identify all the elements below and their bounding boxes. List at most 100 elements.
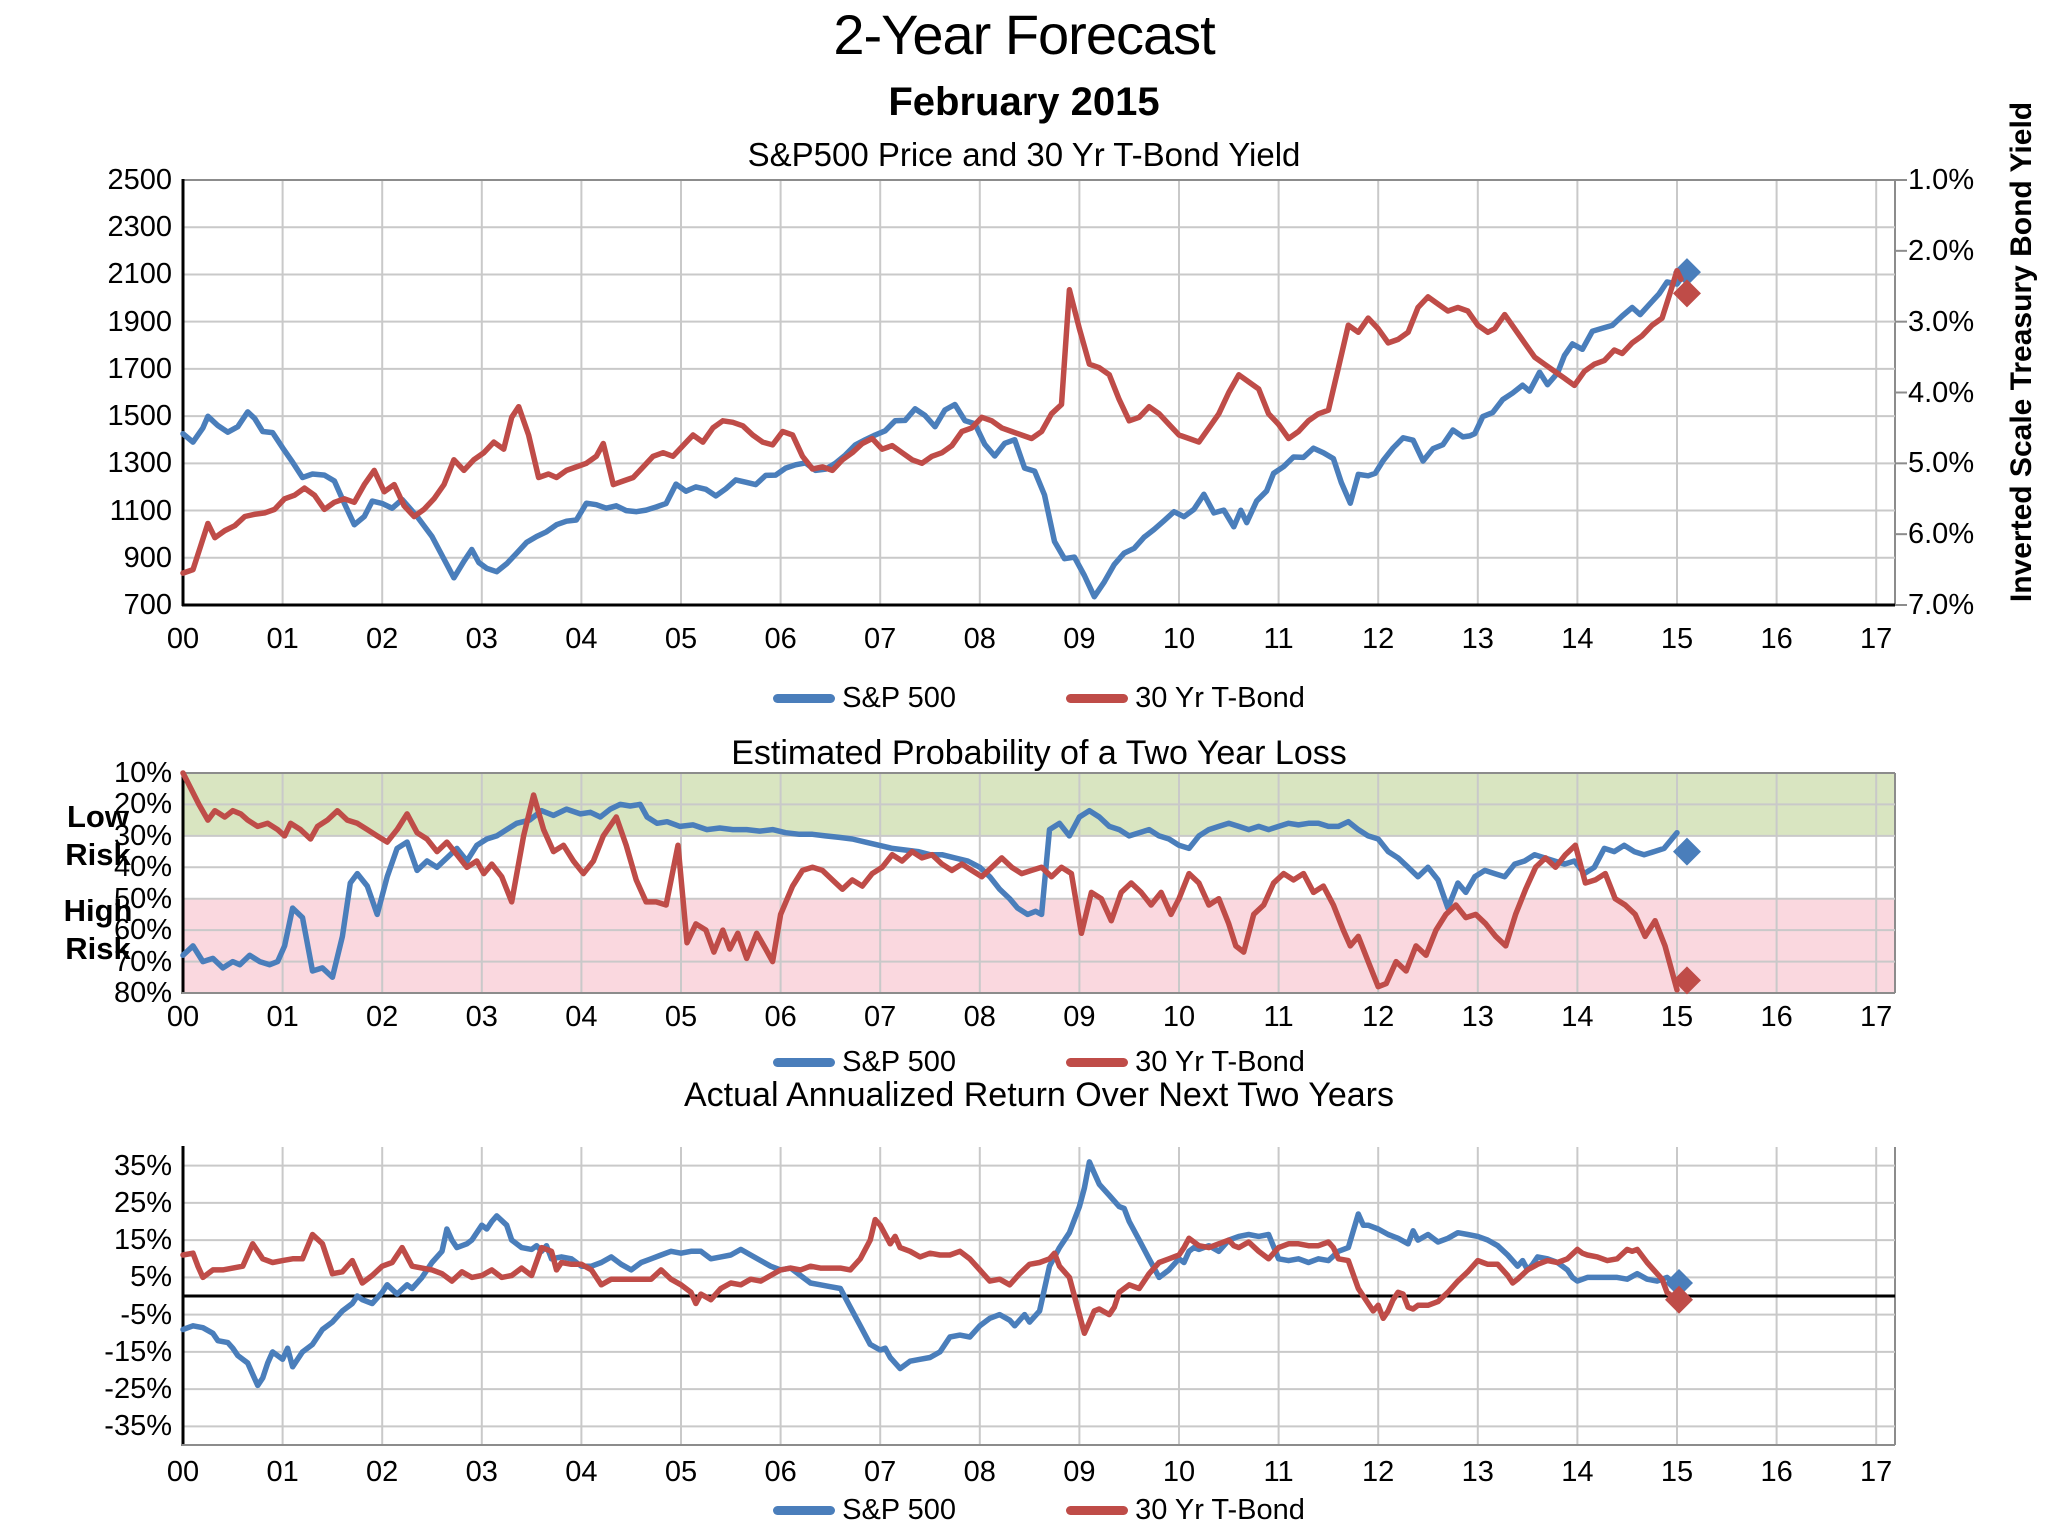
x-axis-tick-label: 14	[1561, 1456, 1594, 1488]
legend-item-tbond: 30 Yr T-Bond	[1066, 1494, 1305, 1527]
series-line-tbond	[180, 1216, 1677, 1337]
x-axis-tick-label: 16	[1760, 1001, 1793, 1033]
tbond-line-swatch-icon	[1066, 694, 1129, 703]
tbond-legend-label: 30 Yr T-Bond	[1135, 1046, 1305, 1078]
x-axis-tick-label: 17	[1860, 623, 1893, 655]
y-axis-tick-label: 700	[123, 589, 172, 621]
page-title: 2-Year Forecast	[833, 3, 1215, 66]
chart-group-sp500-price-and-30yr-tbond-yield	[180, 179, 1907, 607]
x-axis-tick-label: 16	[1760, 1456, 1793, 1488]
x-axis-tick-label: 06	[764, 1456, 797, 1488]
forecast-end-marker	[1664, 1285, 1693, 1314]
right-axis-tick-label: 1.0%	[1908, 164, 1975, 196]
x-axis-tick-label: 17	[1860, 1456, 1893, 1488]
x-axis-tick-label: 12	[1362, 623, 1395, 655]
x-axis-tick-label: 07	[864, 623, 897, 655]
y-axis-tick-label: 20%	[113, 788, 172, 821]
y-axis-tick-label: 70%	[113, 945, 172, 978]
y-axis-tick-label: 60%	[113, 914, 172, 947]
sp500-line-swatch-icon	[773, 1058, 836, 1067]
y-axis-tick-label: 15%	[113, 1224, 172, 1257]
series-line-tbond	[180, 267, 1684, 576]
chart2-title: Estimated Probability of a Two Year Loss	[731, 734, 1347, 772]
high-risk-label-line2: Risk	[65, 931, 131, 966]
low-risk-label-line1: Low	[67, 799, 129, 834]
legend-item-sp500: S&P 500	[773, 1494, 956, 1527]
right-axis-tick-label: 7.0%	[1908, 589, 1975, 621]
y-axis-tick-label: 2500	[107, 164, 172, 196]
y-axis-tick-label: 1300	[107, 447, 172, 480]
x-axis-tick-label: 04	[565, 1456, 598, 1488]
forecast-end-marker	[1664, 1268, 1693, 1297]
x-axis-tick-label: 03	[465, 1001, 498, 1033]
y-axis-tick-label: 30%	[113, 819, 172, 852]
high-risk-label-line1: High	[63, 893, 133, 928]
y-axis-tick-label: 2100	[107, 258, 172, 291]
x-axis-tick-label: 03	[465, 1456, 498, 1488]
right-axis-tick-label: 3.0%	[1908, 305, 1975, 338]
y-axis-tick-label: 10%	[113, 757, 172, 789]
x-axis-tick-label: 09	[1063, 1001, 1096, 1033]
sp500-legend-label: S&P 500	[842, 1046, 957, 1078]
forecast-end-marker	[1672, 279, 1701, 308]
x-axis-tick-label: 01	[266, 1001, 299, 1033]
x-axis-tick-label: 06	[764, 623, 797, 655]
x-axis-tick-label: 13	[1461, 1001, 1494, 1033]
legend-item-tbond: 30 Yr T-Bond	[1066, 682, 1305, 715]
x-axis-tick-label: 11	[1263, 1001, 1294, 1033]
tbond-legend-label: 30 Yr T-Bond	[1135, 1494, 1305, 1526]
y-axis-tick-label: -15%	[104, 1335, 172, 1368]
x-axis-tick-label: 05	[664, 623, 698, 655]
chart3-legend: S&P 500 30 Yr T-Bond	[183, 1494, 1895, 1527]
x-axis-tick-label: 13	[1461, 1456, 1494, 1488]
x-axis-tick-label: 05	[664, 1456, 698, 1488]
chart3-title: Actual Annualized Return Over Next Two Y…	[684, 1076, 1394, 1114]
sp500-line-swatch-icon	[773, 694, 836, 703]
x-axis-tick-label: 07	[864, 1456, 897, 1488]
x-axis-tick-label: 01	[266, 1456, 299, 1488]
x-axis-tick-label: 16	[1760, 623, 1793, 655]
x-axis-tick-label: 13	[1461, 623, 1494, 655]
y-axis-tick-label: 1100	[109, 494, 172, 527]
high-risk-label: High Risk	[26, 892, 170, 968]
series-line-tbond	[180, 770, 1680, 993]
y-axis-tick-label: 50%	[113, 882, 172, 915]
x-axis-tick-label: 00	[166, 623, 200, 655]
y-axis-tick-label: -5%	[120, 1298, 172, 1331]
right-axis-tick-label: 5.0%	[1908, 447, 1975, 480]
chart-group-actual-annualized-return-over-next-two-years	[180, 1146, 1896, 1446]
right-axis-tick-label: 2.0%	[1908, 234, 1975, 267]
y-axis-tick-label: 80%	[113, 977, 172, 1009]
y-axis-tick-label: 1900	[107, 305, 172, 338]
x-axis-tick-label: 12	[1362, 1001, 1395, 1033]
legend-item-sp500: S&P 500	[773, 1046, 956, 1079]
series-line-sp500	[180, 801, 1680, 981]
y-axis-tick-label: 2300	[107, 211, 172, 244]
right-axis-tick-label: 4.0%	[1908, 376, 1975, 409]
low-risk-label: Low Risk	[26, 798, 170, 874]
x-axis-tick-label: 00	[166, 1456, 200, 1488]
x-axis-tick-label: 00	[166, 1001, 200, 1033]
chart-group-estimated-probability-of-two-year-loss	[180, 770, 1896, 995]
x-axis-tick-label: 04	[565, 1001, 598, 1033]
sp500-legend-label: S&P 500	[842, 682, 957, 714]
tbond-legend-label: 30 Yr T-Bond	[1135, 682, 1305, 714]
x-axis-tick-label: 10	[1162, 1001, 1196, 1033]
x-axis-tick-label: 11	[1263, 1456, 1294, 1488]
forecast-end-marker	[1672, 966, 1701, 995]
y-axis-tick-label: 5%	[130, 1261, 172, 1294]
low-risk-label-line2: Risk	[65, 837, 131, 872]
x-axis-tick-label: 03	[465, 623, 498, 655]
right-axis-tick-label: 6.0%	[1908, 518, 1975, 551]
x-axis-tick-label: 10	[1162, 623, 1196, 655]
x-axis-tick-label: 11	[1263, 623, 1294, 655]
series-line-sp500	[180, 1159, 1677, 1389]
x-axis-tick-label: 02	[366, 1456, 399, 1488]
x-axis-tick-label: 15	[1660, 623, 1694, 655]
y-axis-tick-label: -25%	[104, 1373, 172, 1406]
x-axis-tick-label: 08	[963, 1001, 996, 1033]
report-date: February 2015	[888, 80, 1160, 124]
y-axis-tick-label: 1700	[107, 352, 172, 385]
x-axis-tick-label: 07	[864, 1001, 897, 1033]
